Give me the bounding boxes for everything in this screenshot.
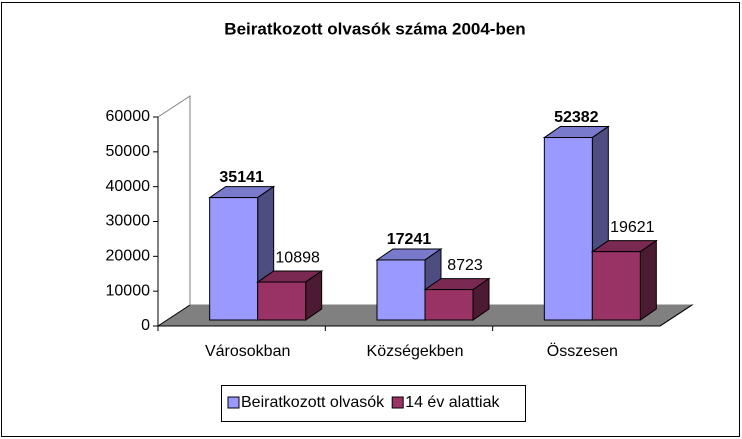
bar-side [639,239,657,321]
x-tick-label: Városokban [205,343,290,360]
legend-label: 14 év alattiak [405,394,500,411]
chart-title: Beiratkozott olvasók száma 2004-ben [224,19,525,38]
value-label: 17241 [387,231,432,248]
value-label: 8723 [447,257,483,274]
value-label: 52382 [554,109,599,126]
y-tick-label: 0 [141,317,150,334]
y-tick-label: 40000 [106,178,151,195]
value-label: 10898 [275,249,320,266]
legend-box [221,385,526,422]
bar [257,281,307,321]
y-tick-label: 50000 [106,143,151,160]
value-label: 35141 [219,169,264,186]
y-tick-label: 20000 [106,248,151,265]
legend-swatch [391,396,404,409]
legend-label: Beiratkozott olvasók [241,394,385,411]
bar [424,289,474,321]
bar [376,259,426,321]
bar [209,197,259,321]
legend-swatch [227,396,240,409]
x-tick-label: Összesen [547,342,618,360]
y-tick-label: 10000 [106,282,151,299]
value-label: 19621 [610,219,655,236]
x-tick-label: Községekben [367,343,464,360]
bar [591,251,641,321]
bar [543,137,593,321]
y-tick-label: 30000 [106,213,151,230]
wall-edge [659,304,693,327]
y-tick-label: 60000 [106,108,151,125]
